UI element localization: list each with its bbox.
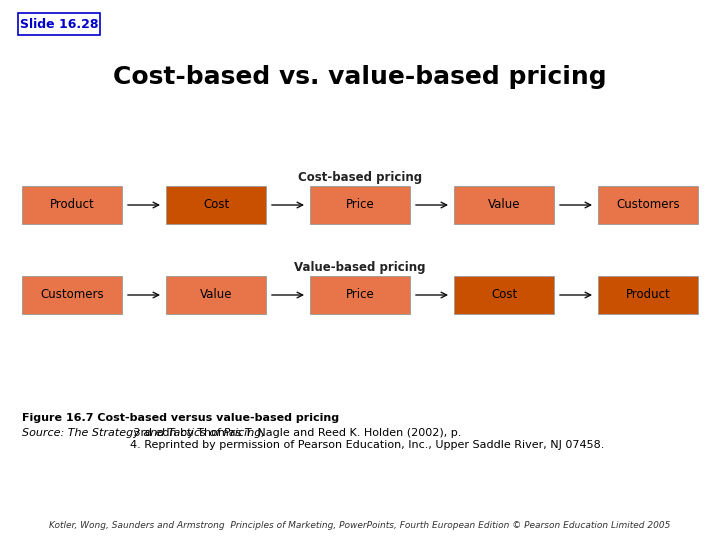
Text: Value: Value <box>487 199 521 212</box>
Text: Product: Product <box>50 199 94 212</box>
Text: Value-based pricing: Value-based pricing <box>294 261 426 274</box>
Text: Cost: Cost <box>491 288 517 301</box>
Bar <box>166 186 266 224</box>
Bar <box>18 13 100 35</box>
Bar <box>166 276 266 314</box>
Bar <box>310 186 410 224</box>
Bar <box>22 276 122 314</box>
Text: Figure 16.7 Cost-based versus value-based pricing: Figure 16.7 Cost-based versus value-base… <box>22 413 339 423</box>
Text: Cost-based pricing: Cost-based pricing <box>298 172 422 185</box>
Text: Slide 16.28: Slide 16.28 <box>19 17 98 30</box>
Bar <box>454 186 554 224</box>
Text: Cost-based vs. value-based pricing: Cost-based vs. value-based pricing <box>113 65 607 89</box>
Text: Price: Price <box>346 199 374 212</box>
Text: Source: The Strategy and Tactics of Pricing,: Source: The Strategy and Tactics of Pric… <box>22 428 265 438</box>
Text: Product: Product <box>626 288 670 301</box>
Text: Customers: Customers <box>616 199 680 212</box>
Text: Value: Value <box>199 288 233 301</box>
Text: 3rd edn by Thomas T. Nagle and Reed K. Holden (2002), p.
4. Reprinted by permiss: 3rd edn by Thomas T. Nagle and Reed K. H… <box>130 428 604 450</box>
Bar <box>22 186 122 224</box>
Bar <box>310 276 410 314</box>
Bar <box>454 276 554 314</box>
Text: Cost: Cost <box>203 199 229 212</box>
Bar <box>598 186 698 224</box>
Text: Price: Price <box>346 288 374 301</box>
Bar <box>598 276 698 314</box>
Text: Kotler, Wong, Saunders and Armstrong  Principles of Marketing, PowerPoints, Four: Kotler, Wong, Saunders and Armstrong Pri… <box>49 521 671 530</box>
Text: Customers: Customers <box>40 288 104 301</box>
